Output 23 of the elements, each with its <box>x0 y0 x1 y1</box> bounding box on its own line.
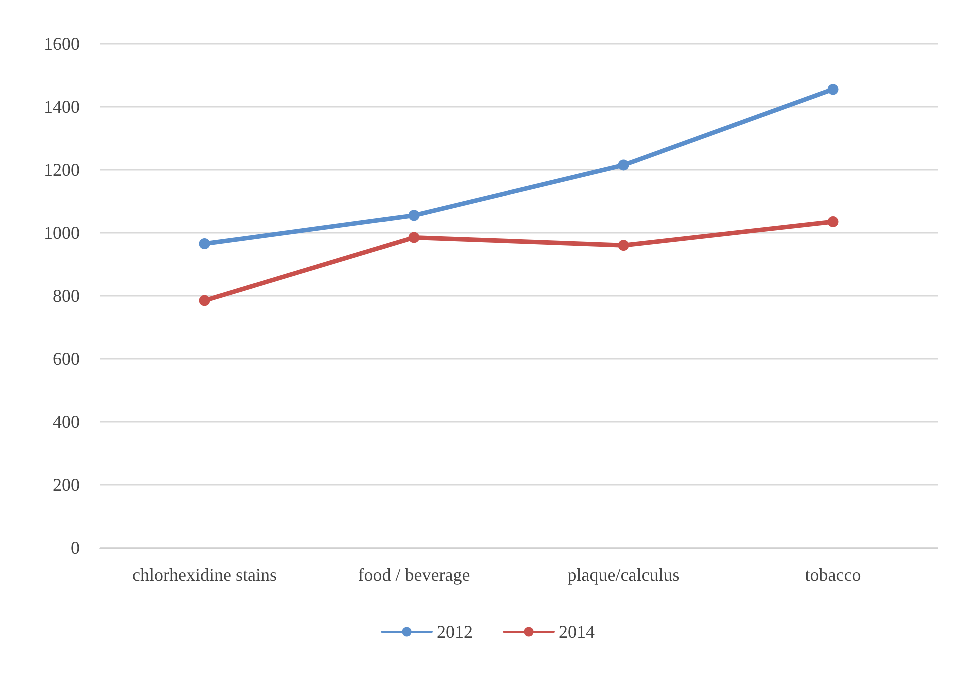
point <box>408 232 420 244</box>
y-tick-label: 1600 <box>44 34 80 54</box>
x-tick-label: chlorhexidine stains <box>132 565 277 585</box>
point <box>408 210 420 222</box>
y-tick-label: 800 <box>53 286 80 306</box>
y-tick-label: 1400 <box>44 97 80 117</box>
y-tick-label: 600 <box>53 349 80 369</box>
legend-label: 2012 <box>437 622 473 642</box>
y-tick-label: 1200 <box>44 160 80 180</box>
x-tick-label: tobacco <box>805 565 862 585</box>
x-tick-label: plaque/calculus <box>568 565 680 585</box>
x-tick-label: food / beverage <box>358 565 470 585</box>
point <box>618 160 630 171</box>
y-tick-label: 200 <box>53 475 80 495</box>
y-tick-label: 0 <box>71 538 80 558</box>
legend-label: 2014 <box>559 622 595 642</box>
y-tick-label: 400 <box>53 412 80 432</box>
point <box>618 240 630 252</box>
point <box>828 84 839 96</box>
point <box>199 238 210 250</box>
point <box>828 216 839 228</box>
point <box>199 295 210 306</box>
y-tick-label: 1000 <box>44 223 80 243</box>
